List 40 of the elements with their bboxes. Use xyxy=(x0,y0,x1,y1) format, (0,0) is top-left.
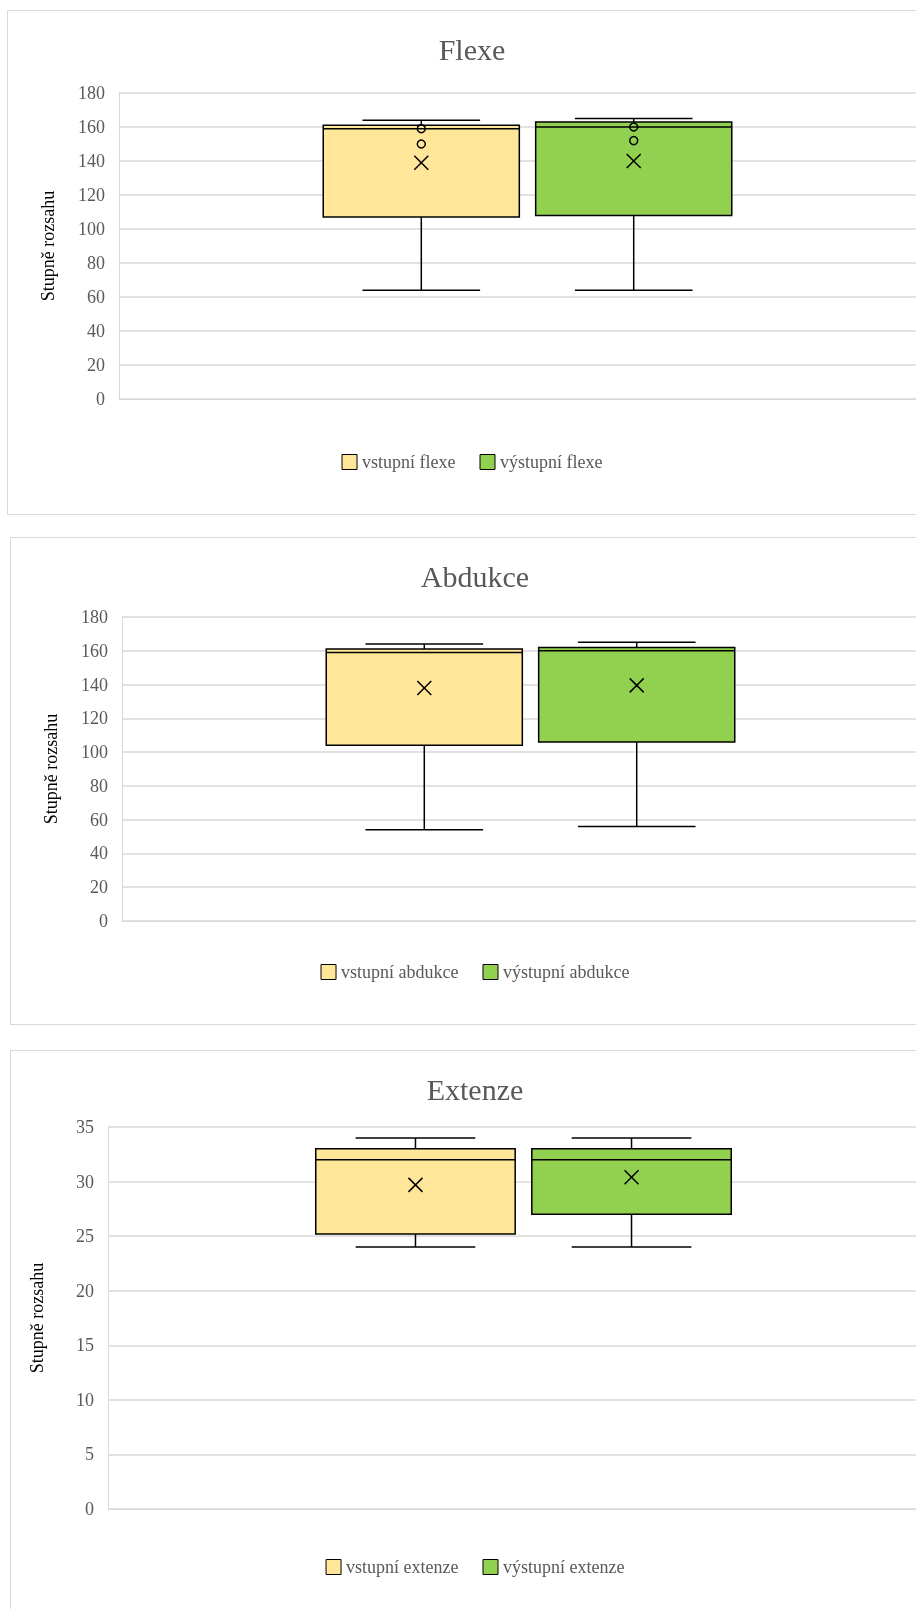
y-axis-title: Stupně rozsahu xyxy=(41,713,61,825)
y-tick-label: 160 xyxy=(81,640,108,661)
y-axis-title: Stupně rozsahu xyxy=(27,1262,47,1374)
y-tick-label: 0 xyxy=(96,389,105,409)
legend-label: výstupní abdukce xyxy=(503,962,630,982)
y-tick-label: 20 xyxy=(87,355,105,375)
y-tick-label: 180 xyxy=(78,83,105,103)
y-tick-label: 160 xyxy=(78,117,105,137)
y-tick-label: 0 xyxy=(99,911,108,931)
legend-label: vstupní abdukce xyxy=(341,962,459,982)
y-axis-title: Stupně rozsahu xyxy=(38,190,58,302)
y-tick-label: 120 xyxy=(78,185,105,205)
y-tick-label: 15 xyxy=(76,1335,94,1356)
y-tick-label: 5 xyxy=(85,1444,94,1465)
y-tick-label: 100 xyxy=(78,219,105,239)
y-tick-label: 25 xyxy=(76,1226,94,1247)
y-tick-label: 180 xyxy=(81,607,108,627)
y-tick-label: 80 xyxy=(87,253,105,273)
chart-title: Abdukce xyxy=(420,559,530,593)
y-tick-label: 10 xyxy=(76,1389,94,1410)
legend-label: výstupní extenze xyxy=(503,1557,625,1577)
legend-label: výstupní flexe xyxy=(500,452,603,472)
chart-title: Flexe xyxy=(438,32,506,66)
chart-title: Extenze xyxy=(426,1072,524,1106)
y-tick-label: 140 xyxy=(81,674,108,695)
y-tick-label: 120 xyxy=(81,708,108,729)
y-tick-label: 60 xyxy=(90,809,108,830)
y-tick-label: 0 xyxy=(85,1499,94,1519)
y-tick-label: 100 xyxy=(81,742,108,763)
legend-label: vstupní extenze xyxy=(346,1557,459,1577)
y-tick-label: 140 xyxy=(78,151,105,171)
y-tick-label: 60 xyxy=(87,287,105,307)
y-tick-label: 35 xyxy=(76,1117,94,1137)
y-tick-label: 40 xyxy=(87,321,105,341)
y-tick-label: 40 xyxy=(90,843,108,864)
legend-label: vstupní flexe xyxy=(362,452,456,472)
y-tick-label: 20 xyxy=(76,1280,94,1301)
y-tick-label: 80 xyxy=(90,775,108,796)
y-tick-label: 30 xyxy=(76,1171,94,1192)
y-tick-label: 20 xyxy=(90,877,108,898)
